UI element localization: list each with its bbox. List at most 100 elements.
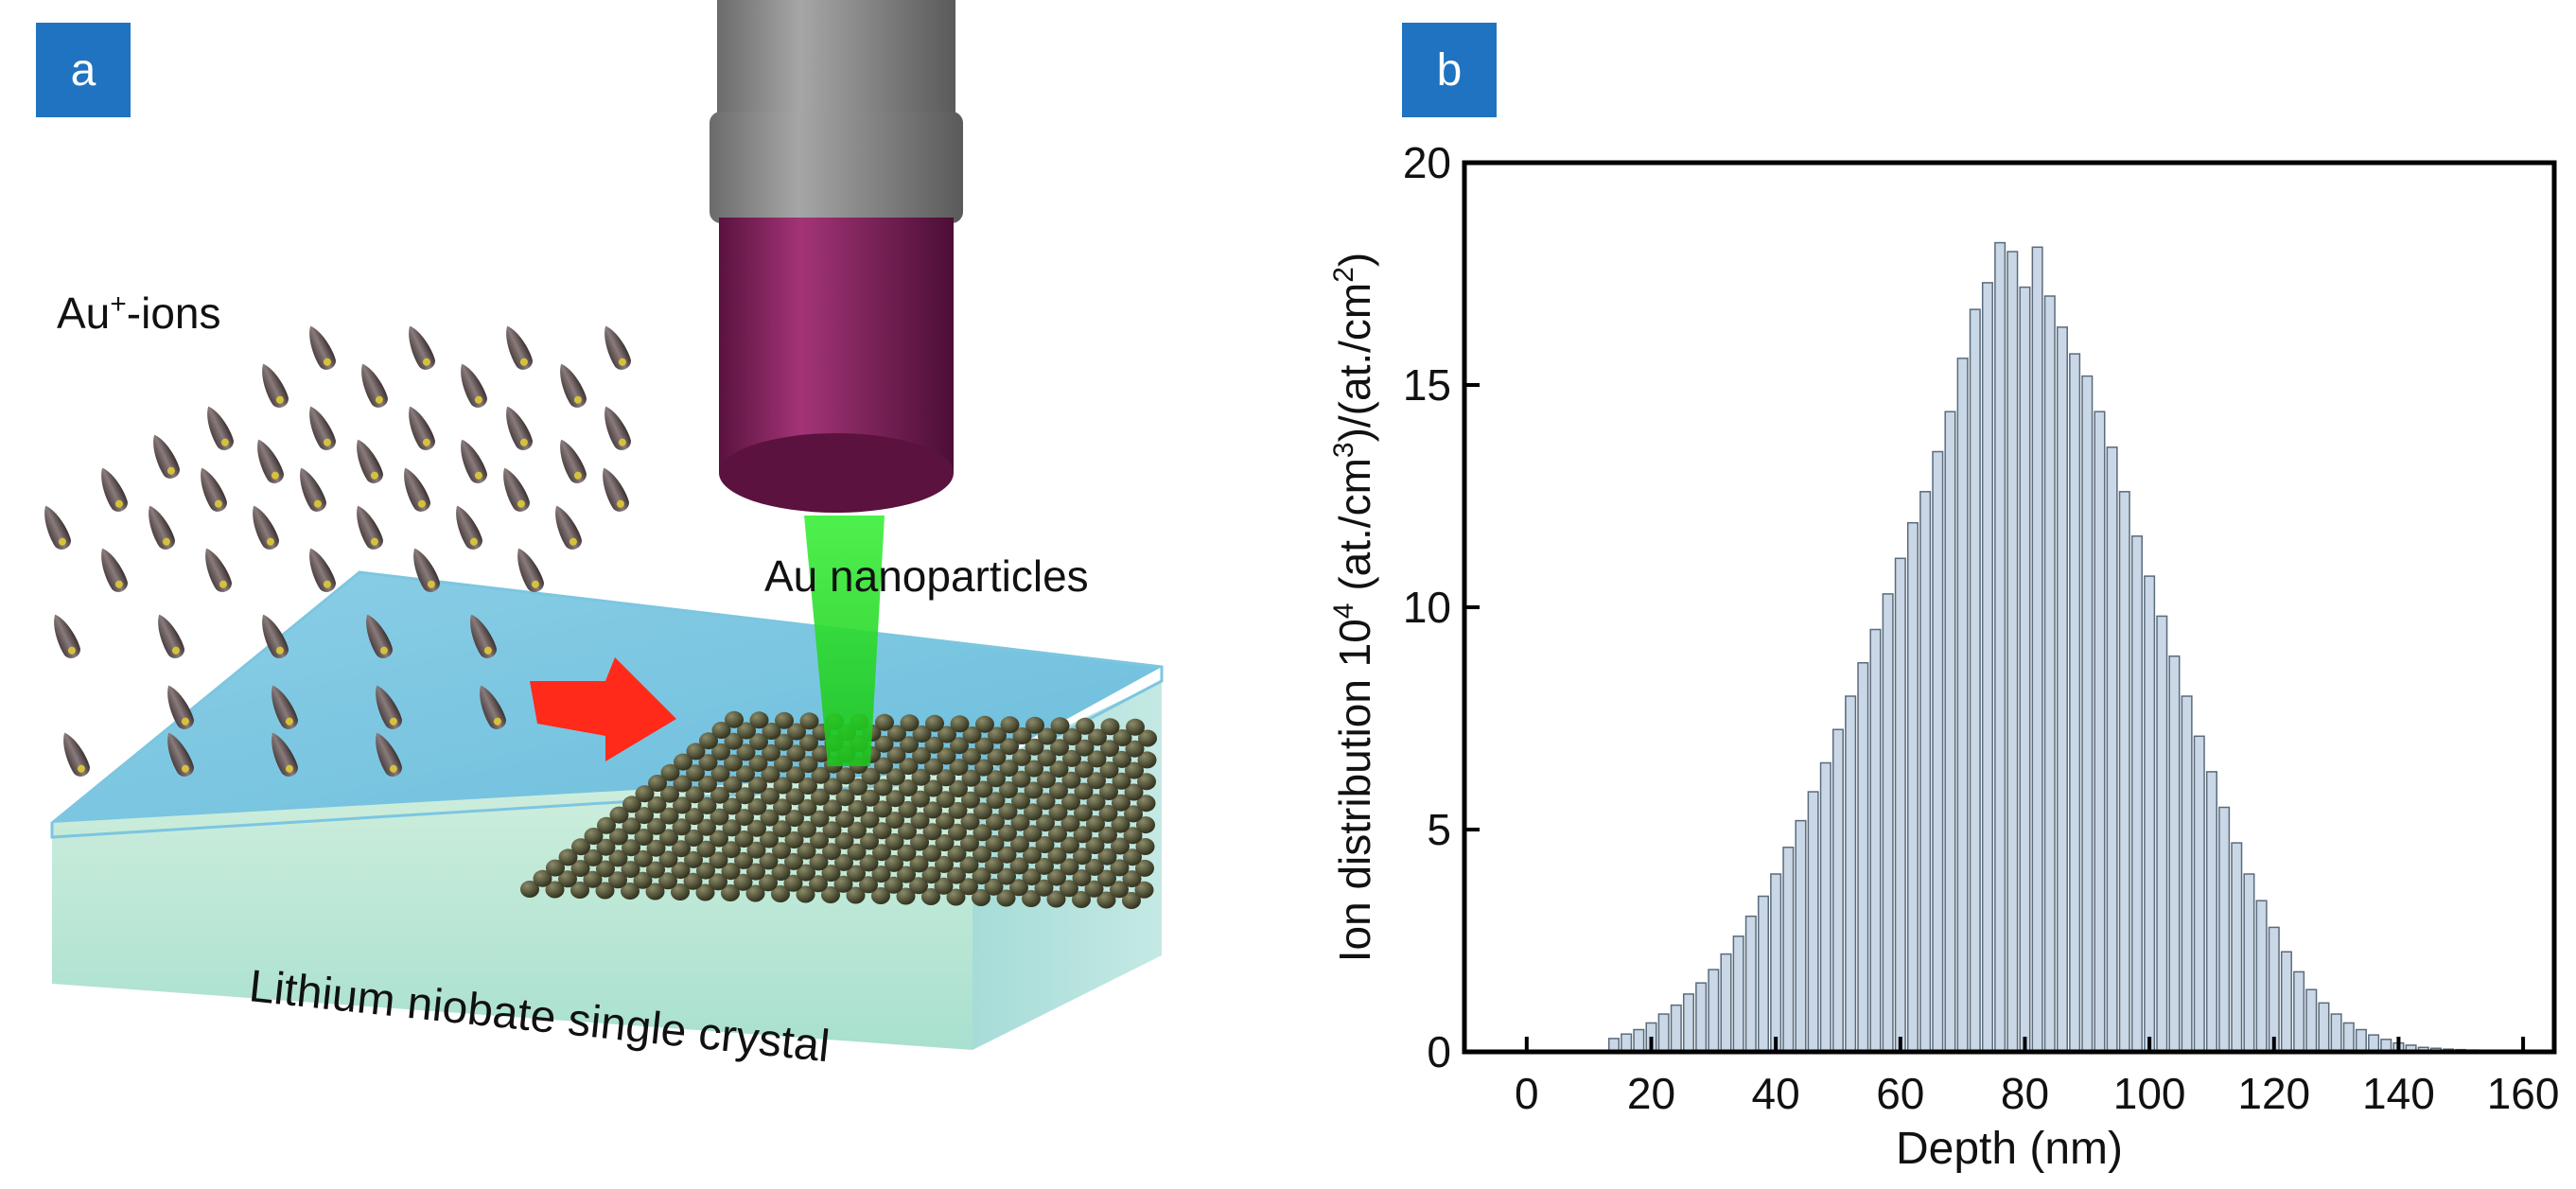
au-ion-cloud <box>44 325 631 777</box>
histogram-bar <box>1969 308 1981 1053</box>
au-nanoparticle <box>947 866 966 884</box>
au-nanoparticle <box>797 820 816 838</box>
au-nanoparticle <box>1112 794 1130 812</box>
au-nanoparticle <box>923 779 943 797</box>
au-nanoparticle <box>934 877 954 895</box>
au-nanoparticle <box>671 862 691 880</box>
au-nanoparticle <box>1023 847 1042 865</box>
au-nanoparticle <box>922 823 942 841</box>
au-ion <box>555 505 582 550</box>
histogram-bar <box>1845 695 1857 1053</box>
au-nanoparticle <box>674 753 692 771</box>
histogram-bar <box>2318 1002 2330 1053</box>
au-nanoparticle <box>1100 718 1120 736</box>
au-nanoparticle <box>860 811 880 829</box>
au-nanoparticle <box>1124 783 1144 801</box>
y-tick-label: 0 <box>1427 1027 1451 1076</box>
au-nanoparticle <box>997 846 1017 864</box>
au-nanoparticle <box>810 831 829 849</box>
au-nanoparticle <box>621 861 640 879</box>
au-nanoparticle <box>946 888 966 906</box>
au-nanoparticle <box>746 863 765 881</box>
au-nanoparticle <box>1124 805 1143 823</box>
histogram-bar <box>2031 246 2043 1053</box>
au-ion <box>357 439 383 483</box>
au-nanoparticle <box>973 846 991 864</box>
histogram-bar <box>1657 1013 1670 1053</box>
histogram-bar <box>1869 628 1882 1053</box>
au-nanoparticle <box>797 798 817 816</box>
x-axis-ticks: 0 20 40 60 80 100 120 140 160 <box>1515 1037 2559 1118</box>
au-nanoparticle <box>911 768 931 786</box>
au-nanoparticle <box>1138 729 1157 747</box>
histogram-bar <box>1795 819 1807 1053</box>
histogram-bar <box>1894 557 1906 1053</box>
au-nanoparticle <box>634 829 654 846</box>
histogram-bar <box>2144 575 2156 1053</box>
au-nanoparticle <box>1074 782 1094 800</box>
au-nanoparticle <box>698 776 717 793</box>
au-nanoparticle <box>872 822 892 840</box>
au-nanoparticle <box>725 710 744 728</box>
histogram-bar <box>2305 988 2318 1053</box>
au-nanoparticle <box>1024 803 1043 821</box>
au-ion <box>605 406 631 450</box>
au-nanoparticle <box>596 838 616 856</box>
au-nanoparticle <box>798 756 818 774</box>
au-nanoparticle <box>835 811 854 829</box>
au-nanoparticle <box>924 758 943 776</box>
au-nanoparticle <box>797 864 815 882</box>
au-ion <box>376 685 402 729</box>
ion-distribution-chart: 0 20 40 60 80 100 120 140 160 0 5 10 15 20 Depth (nm… <box>1328 138 2559 1174</box>
au-nanoparticle <box>796 885 815 903</box>
au-nanoparticle <box>622 796 641 813</box>
au-ion <box>605 325 631 370</box>
au-nanoparticle <box>797 842 816 860</box>
au-nanoparticle <box>672 818 692 836</box>
au-nanoparticle <box>999 781 1018 798</box>
histogram-bar <box>2094 411 2106 1053</box>
focusing-column <box>710 0 963 513</box>
histogram-bar <box>2355 1028 2367 1053</box>
au-ion <box>357 505 383 550</box>
au-ion <box>54 614 80 658</box>
au-nanoparticle <box>1049 782 1068 799</box>
histogram-bar <box>1944 411 1956 1053</box>
au-nanoparticle <box>659 807 679 825</box>
au-nanoparticle <box>762 743 780 761</box>
au-nanoparticle <box>1135 859 1154 877</box>
au-nanoparticle <box>761 787 780 805</box>
au-nanoparticle <box>733 873 753 891</box>
au-nanoparticle <box>1097 869 1116 887</box>
au-nanoparticle <box>909 877 928 895</box>
au-nanoparticle <box>949 780 968 797</box>
au-nanoparticle <box>786 766 805 784</box>
histogram-bar <box>1670 1004 1682 1053</box>
histogram-bar <box>1981 282 1993 1053</box>
au-nanoparticle <box>1076 717 1095 735</box>
histogram-bar <box>2243 873 2255 1053</box>
au-nanoparticle <box>646 839 666 857</box>
au-nanoparticle <box>821 865 841 883</box>
au-nanoparticle <box>861 789 880 807</box>
au-nanoparticle <box>1000 738 1019 756</box>
au-nanoparticle <box>673 775 692 793</box>
au-nanoparticle <box>1010 813 1030 831</box>
histogram-bar <box>2280 951 2292 1053</box>
au-nanoparticle <box>1099 783 1118 800</box>
au-ion <box>153 434 180 479</box>
au-nanoparticle <box>1135 838 1155 855</box>
au-nanoparticle <box>1011 770 1031 788</box>
au-nanoparticle <box>735 809 754 827</box>
au-ion <box>413 548 440 592</box>
x-tick-label: 0 <box>1515 1069 1539 1118</box>
au-nanoparticle <box>621 883 640 900</box>
au-nanoparticle <box>672 840 691 858</box>
au-ion <box>101 467 128 512</box>
au-nanoparticle <box>1073 848 1092 866</box>
au-nanoparticle <box>697 796 717 814</box>
au-nanoparticle-array <box>520 710 1157 909</box>
au-nanoparticle <box>724 732 744 750</box>
y-tick-label: 10 <box>1403 583 1451 632</box>
au-nanoparticle <box>1047 847 1067 865</box>
